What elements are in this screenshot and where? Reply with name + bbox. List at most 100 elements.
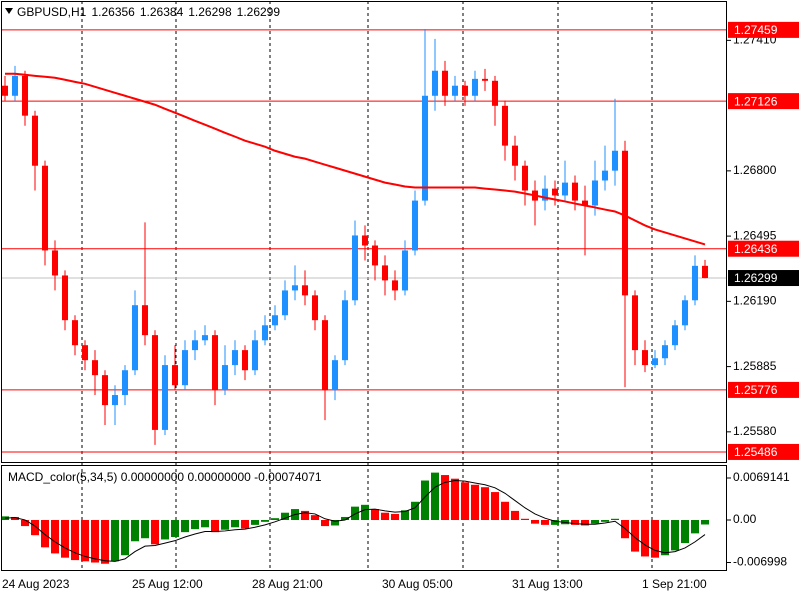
macd-bar [371, 509, 379, 521]
candle-body [122, 370, 128, 396]
candle-body [302, 285, 308, 296]
level-box [728, 21, 799, 38]
macd-bar [691, 520, 699, 534]
y-tick-label: 0.00 [733, 512, 757, 526]
macd-bar [301, 510, 309, 521]
symbol-info: GBPUSD,H1 1.26356 1.26384 1.26298 1.26299 [17, 5, 280, 19]
macd-bar [501, 501, 509, 521]
x-tick-label: 24 Aug 2023 [2, 577, 70, 591]
candle-body [182, 350, 188, 386]
symbol: GBPUSD,H1 [17, 5, 87, 19]
moving-average [5, 72, 706, 246]
macd-bar [131, 520, 139, 542]
candle-body [592, 180, 598, 206]
candle-body [692, 265, 698, 301]
x-tick-label: 30 Aug 05:00 [382, 577, 453, 591]
macd-bar [31, 520, 39, 536]
y-tick-label: 1.25885 [733, 359, 777, 373]
macd-bar [611, 518, 619, 521]
macd-bar [581, 520, 589, 526]
y-tick-label: -0.006998 [733, 555, 787, 569]
macd-bar [531, 520, 539, 524]
macd-bar [451, 478, 459, 521]
macd-bar [441, 475, 449, 521]
candle-body [42, 165, 48, 251]
level-label: 1.25776 [734, 383, 778, 397]
candle-body [232, 350, 238, 366]
candle-body [192, 340, 198, 351]
macd-panel-frame [1, 465, 727, 571]
macd-bar [111, 520, 119, 562]
candle-body [482, 78, 488, 81]
candle-body [432, 70, 438, 96]
candle-body [22, 75, 28, 116]
candle-body [512, 145, 518, 166]
candle-body [392, 280, 398, 291]
candle-body [422, 95, 428, 201]
candle-body [72, 320, 78, 346]
x-tick-label: 25 Aug 12:00 [132, 577, 203, 591]
candle-body [372, 245, 378, 266]
level-label: 1.27459 [734, 23, 778, 37]
menu-arrow[interactable] [5, 8, 13, 14]
candle-body [332, 360, 338, 391]
macd-bar [271, 518, 279, 521]
candle-body [342, 300, 348, 361]
candle-body [502, 105, 508, 146]
macd-bar [61, 520, 69, 558]
y-tick-label: 1.26190 [733, 294, 777, 308]
macd-bar [631, 520, 639, 552]
macd-bar [431, 472, 439, 521]
candle-body [552, 188, 558, 196]
candle-body [12, 75, 18, 96]
candle-body [82, 345, 88, 361]
macd-bar [241, 520, 249, 529]
candle-body [282, 290, 288, 316]
macd-bar [321, 520, 329, 527]
macd-bar [181, 520, 189, 533]
macd-bar [21, 520, 29, 527]
candle-body [562, 182, 568, 196]
candle-body [132, 305, 138, 371]
candle-body [622, 150, 628, 296]
candle-body [642, 350, 648, 366]
bar-low: 1.26298 [188, 5, 232, 19]
candle-body [362, 235, 368, 246]
candle-body [322, 320, 328, 391]
macd-bar [231, 520, 239, 528]
macd-bar [401, 510, 409, 521]
macd-bar [71, 520, 79, 561]
candle-body [542, 188, 548, 201]
current-price-box [728, 270, 799, 287]
x-tick-label: 28 Aug 21:00 [252, 577, 323, 591]
level-label: 1.27126 [734, 94, 778, 108]
macd-bar [201, 520, 209, 528]
candle-body [172, 365, 178, 386]
candle-body [582, 200, 588, 206]
candle-body [602, 170, 608, 181]
candle-body [52, 250, 58, 276]
macd-bar [341, 516, 349, 521]
macd-bar [101, 520, 109, 564]
macd-bar [51, 520, 59, 554]
candle-body [92, 360, 98, 376]
candle-body [522, 165, 528, 191]
candle-body [262, 325, 268, 341]
candle-body [382, 265, 388, 281]
macd-bar [391, 513, 399, 521]
macd-bar [221, 520, 229, 530]
candle-body [652, 358, 658, 366]
x-tick-label: 31 Aug 13:00 [512, 577, 583, 591]
level-label: 1.25486 [734, 445, 778, 459]
signal-line [4, 480, 706, 562]
macd-label: MACD_color(5,34,5) 0.00000000 0.00000000… [8, 470, 322, 484]
candle-body [452, 85, 458, 96]
candle-body [212, 335, 218, 391]
level-box [728, 240, 799, 257]
candle-body [442, 70, 448, 96]
candle-body [312, 295, 318, 321]
candle-body [402, 250, 408, 291]
candle-body [222, 365, 228, 391]
macd-bar [601, 520, 609, 522]
